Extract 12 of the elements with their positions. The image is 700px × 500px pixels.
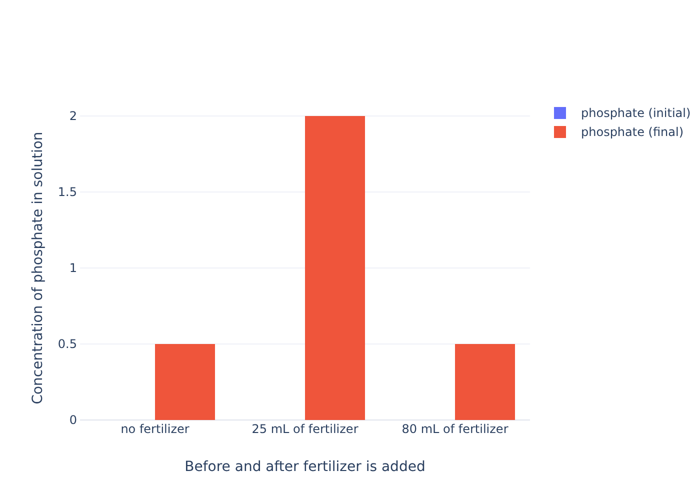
x-tick-label: 80 mL of fertilizer (402, 422, 508, 436)
y-tick-label: 1.5 (58, 185, 77, 200)
y-tick-label: 0 (69, 413, 77, 428)
y-tick-label: 2 (69, 109, 77, 124)
x-tick-label: 25 mL of fertilizer (252, 422, 358, 436)
y-axis-title: Concentration of phosphate in solution (30, 132, 46, 404)
y-tick-label: 1 (69, 261, 77, 276)
legend-label: phosphate (initial) (581, 106, 691, 120)
x-axis-title: Before and after fertilizer is added (184, 459, 426, 475)
y-tick-label: 0.5 (58, 337, 77, 352)
legend-label: phosphate (final) (581, 125, 684, 140)
x-tick-label: no fertilizer (120, 422, 190, 436)
